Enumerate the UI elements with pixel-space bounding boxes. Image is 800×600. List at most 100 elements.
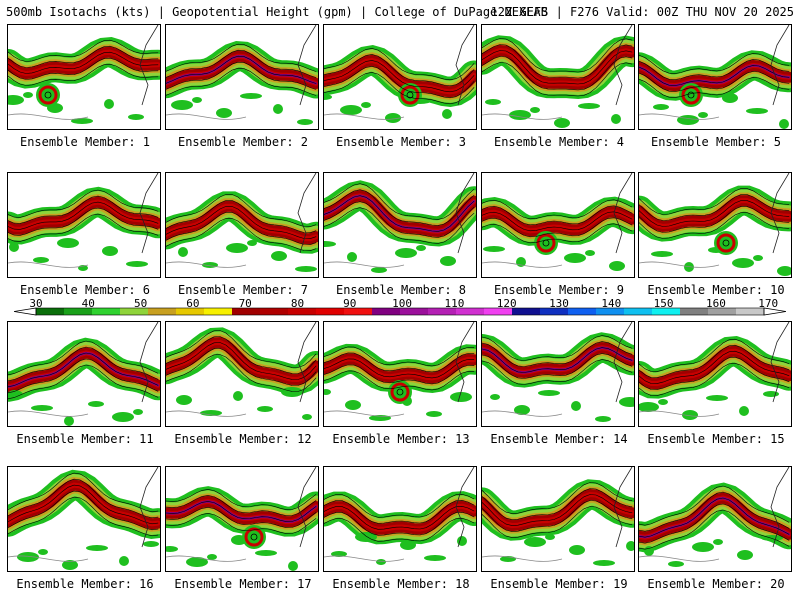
ensemble-map-panel — [7, 466, 161, 572]
colorbar-tick-label: 170 — [758, 297, 779, 310]
ensemble-member-label: Ensemble Member: 19 — [490, 577, 628, 591]
ensemble-member-label: Ensemble Member: 9 — [493, 283, 625, 297]
ensemble-map-panel — [7, 24, 161, 130]
jet-stream-shading — [324, 491, 476, 545]
isotach-colorbar — [14, 307, 786, 316]
ensemble-member-label: Ensemble Member: 18 — [332, 577, 470, 591]
colorbar-tick-label: 80 — [290, 297, 305, 310]
ensemble-member-label: Ensemble Member: 2 — [177, 135, 309, 149]
ensemble-map-panel — [7, 172, 161, 278]
coastline — [455, 322, 475, 403]
colorbar-tick-label: 140 — [601, 297, 622, 310]
colorbar-swatch — [540, 308, 569, 315]
ensemble-map-panel — [481, 466, 635, 572]
ensemble-member-label: Ensemble Member: 3 — [335, 135, 467, 149]
colorbar-swatch — [512, 308, 541, 315]
ensemble-map-panel — [323, 321, 477, 427]
colorbar-tick-label: 50 — [133, 297, 148, 310]
colorbar-tick-label: 100 — [392, 297, 413, 310]
coastline — [139, 322, 159, 403]
jet-stream-shading — [482, 479, 634, 541]
colorbar-swatch — [288, 308, 317, 315]
coastline — [139, 25, 159, 106]
colorbar-swatch — [232, 308, 261, 315]
ensemble-map-panel — [638, 321, 792, 427]
colorbar-swatch — [176, 308, 205, 315]
ensemble-member-label: Ensemble Member: 8 — [335, 283, 467, 297]
colorbar-tick-label: 120 — [496, 297, 517, 310]
coastline — [770, 25, 790, 106]
coastline — [613, 173, 633, 254]
coastline — [613, 25, 633, 106]
coastline — [455, 467, 475, 548]
ensemble-member-label: Ensemble Member: 13 — [332, 432, 470, 446]
coastline — [613, 322, 633, 403]
ensemble-member-label: Ensemble Member: 11 — [16, 432, 154, 446]
ensemble-map-panel — [481, 172, 635, 278]
ensemble-map-panel — [323, 24, 477, 130]
jet-stream-shading — [639, 335, 791, 399]
coastline — [297, 467, 317, 548]
colorbar-swatch — [484, 308, 513, 315]
jet-stream-shading — [639, 185, 791, 242]
colorbar-swatch — [92, 308, 121, 315]
jet-stream-shading — [482, 35, 634, 100]
ensemble-member-label: Ensemble Member: 1 — [19, 135, 151, 149]
coastline — [297, 25, 317, 106]
colorbar-swatch — [344, 308, 373, 315]
colorbar-swatch — [372, 308, 401, 315]
ensemble-map-panel — [323, 466, 477, 572]
ensemble-member-label: Ensemble Member: 15 — [647, 432, 785, 446]
colorbar-swatch — [456, 308, 485, 315]
coastline — [770, 173, 790, 254]
colorbar-tick-label: 160 — [705, 297, 726, 310]
ensemble-map-panel — [481, 24, 635, 130]
coastline — [297, 322, 317, 403]
coastline — [455, 173, 475, 254]
colorbar-swatch — [204, 308, 233, 315]
coastline — [613, 467, 633, 548]
colorbar-swatch — [708, 308, 737, 315]
colorbar-swatch — [36, 308, 65, 315]
colorbar-swatch — [652, 308, 681, 315]
coastline — [297, 173, 317, 254]
colorbar-tick-label: 150 — [653, 297, 674, 310]
ensemble-member-label: Ensemble Member: 10 — [647, 283, 785, 297]
model-valid-time: 12Z GEFS | F276 Valid: 00Z THU NOV 20 20… — [490, 5, 794, 19]
ensemble-member-label: Ensemble Member: 6 — [19, 283, 151, 297]
colorbar-tick-label: 110 — [444, 297, 465, 310]
ensemble-map-panel — [165, 24, 319, 130]
ensemble-member-label: Ensemble Member: 12 — [174, 432, 312, 446]
colorbar-tick-label: 60 — [186, 297, 200, 310]
ensemble-map-panel — [165, 321, 319, 427]
ensemble-map-panel — [481, 321, 635, 427]
colorbar-tick-label: 40 — [81, 297, 95, 310]
colorbar-swatch — [428, 308, 457, 315]
colorbar-swatch — [624, 308, 653, 315]
ensemble-member-label: Ensemble Member: 4 — [493, 135, 625, 149]
ensemble-member-label: Ensemble Member: 5 — [650, 135, 782, 149]
colorbar-swatch — [596, 308, 625, 315]
colorbar-swatch — [736, 308, 765, 315]
coastline — [770, 322, 790, 403]
colorbar-tick-label: 70 — [238, 297, 252, 310]
ensemble-map-panel — [638, 466, 792, 572]
colorbar-swatch — [568, 308, 597, 315]
coastline — [139, 467, 159, 548]
map-title: 500mb Isotachs (kts) | Geopotential Heig… — [6, 5, 548, 19]
jet-stream-shading — [166, 486, 318, 537]
ensemble-map-panel — [165, 466, 319, 572]
colorbar-swatch — [316, 308, 345, 315]
colorbar-swatch — [120, 308, 149, 315]
colorbar-swatch — [64, 308, 93, 315]
ensemble-member-label: Ensemble Member: 16 — [16, 577, 154, 591]
colorbar-swatch — [260, 308, 289, 315]
ensemble-member-label: Ensemble Member: 20 — [647, 577, 785, 591]
ensemble-map-panel — [165, 172, 319, 278]
colorbar-swatch — [400, 308, 429, 315]
ensemble-map-panel — [323, 172, 477, 278]
jet-stream-shading — [324, 45, 476, 107]
colorbar-swatch — [680, 308, 709, 315]
coastline — [139, 173, 159, 254]
colorbar-tick-label: 30 — [29, 297, 43, 310]
